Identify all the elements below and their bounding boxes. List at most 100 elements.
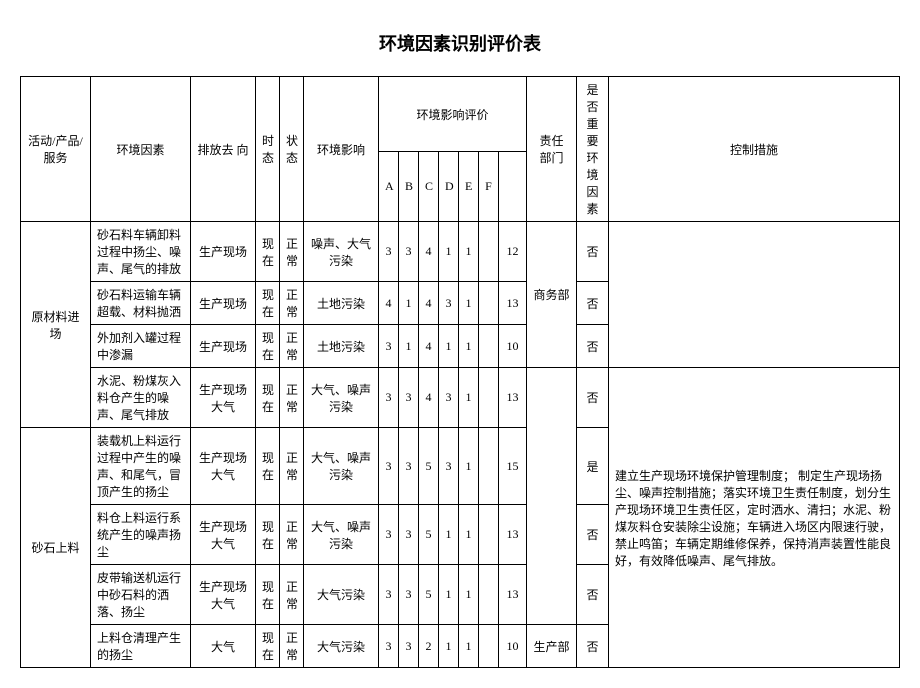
- measure-cell: 建立生产现场环境保护管理制度； 制定生产现场扬尘、噪声控制措施；落实环境卫生责任…: [609, 368, 900, 668]
- th-time: 时态: [256, 77, 280, 222]
- total-cell: 13: [499, 282, 527, 325]
- E-cell: 1: [459, 625, 479, 668]
- state-cell: 正常: [280, 625, 304, 668]
- th-impact: 环境影响: [304, 77, 379, 222]
- time-cell: 现在: [256, 222, 280, 282]
- state-cell: 正常: [280, 368, 304, 428]
- B-cell: 3: [399, 368, 419, 428]
- state-cell: 正常: [280, 222, 304, 282]
- impact-cell: 土地污染: [304, 282, 379, 325]
- total-cell: 13: [499, 565, 527, 625]
- major-cell: 否: [577, 368, 609, 428]
- dept-cell: 生产部: [527, 625, 577, 668]
- F-cell: [479, 325, 499, 368]
- B-cell: 3: [399, 222, 419, 282]
- factor-cell: 皮带输送机运行中砂石料的洒落、扬尘: [91, 565, 191, 625]
- total-cell: 13: [499, 368, 527, 428]
- major-cell: 否: [577, 625, 609, 668]
- th-A: A: [379, 152, 399, 222]
- impact-cell: 噪声、大气污染: [304, 222, 379, 282]
- th-state: 状态: [280, 77, 304, 222]
- F-cell: [479, 368, 499, 428]
- major-cell: 是: [577, 428, 609, 505]
- C-cell: 5: [419, 565, 439, 625]
- th-C: C: [419, 152, 439, 222]
- D-cell: 3: [439, 368, 459, 428]
- th-emit: 排放去 向: [191, 77, 256, 222]
- E-cell: 1: [459, 428, 479, 505]
- major-cell: 否: [577, 325, 609, 368]
- impact-cell: 大气污染: [304, 565, 379, 625]
- state-cell: 正常: [280, 428, 304, 505]
- total-cell: 10: [499, 625, 527, 668]
- state-cell: 正常: [280, 282, 304, 325]
- C-cell: 4: [419, 222, 439, 282]
- th-E: E: [459, 152, 479, 222]
- time-cell: 现在: [256, 368, 280, 428]
- time-cell: 现在: [256, 282, 280, 325]
- C-cell: 5: [419, 505, 439, 565]
- th-dept: 责任 部门: [527, 77, 577, 222]
- state-cell: 正常: [280, 505, 304, 565]
- A-cell: 3: [379, 565, 399, 625]
- A-cell: 3: [379, 222, 399, 282]
- D-cell: 3: [439, 282, 459, 325]
- A-cell: 3: [379, 625, 399, 668]
- F-cell: [479, 565, 499, 625]
- time-cell: 现在: [256, 505, 280, 565]
- factor-cell: 砂石料运输车辆超载、材料抛洒: [91, 282, 191, 325]
- emit-cell: 生产现场大气: [191, 565, 256, 625]
- A-cell: 3: [379, 505, 399, 565]
- E-cell: 1: [459, 565, 479, 625]
- total-cell: 12: [499, 222, 527, 282]
- impact-cell: 大气、噪声污染: [304, 368, 379, 428]
- time-cell: 现在: [256, 565, 280, 625]
- F-cell: [479, 428, 499, 505]
- E-cell: 1: [459, 282, 479, 325]
- A-cell: 3: [379, 428, 399, 505]
- D-cell: 1: [439, 325, 459, 368]
- A-cell: 4: [379, 282, 399, 325]
- factor-cell: 上料仓清理产生的扬尘: [91, 625, 191, 668]
- th-B: B: [399, 152, 419, 222]
- activity-cell: 砂石上料: [21, 428, 91, 668]
- total-cell: 10: [499, 325, 527, 368]
- B-cell: 3: [399, 505, 419, 565]
- state-cell: 正常: [280, 565, 304, 625]
- impact-cell: 土地污染: [304, 325, 379, 368]
- A-cell: 3: [379, 325, 399, 368]
- B-cell: 1: [399, 325, 419, 368]
- A-cell: 3: [379, 368, 399, 428]
- F-cell: [479, 282, 499, 325]
- emit-cell: 生产现场大气: [191, 428, 256, 505]
- th-major: 是否重要环境因素: [577, 77, 609, 222]
- D-cell: 1: [439, 565, 459, 625]
- factor-cell: 外加剂入罐过程中渗漏: [91, 325, 191, 368]
- activity-cell: 原材料进场: [21, 222, 91, 428]
- C-cell: 2: [419, 625, 439, 668]
- major-cell: 否: [577, 505, 609, 565]
- th-measure: 控制措施: [609, 77, 900, 222]
- F-cell: [479, 505, 499, 565]
- D-cell: 3: [439, 428, 459, 505]
- F-cell: [479, 625, 499, 668]
- emit-cell: 大气: [191, 625, 256, 668]
- emit-cell: 生产现场: [191, 222, 256, 282]
- C-cell: 5: [419, 428, 439, 505]
- factor-cell: 料仓上料运行系统产生的噪声扬 尘: [91, 505, 191, 565]
- time-cell: 现在: [256, 325, 280, 368]
- time-cell: 现在: [256, 625, 280, 668]
- th-D: D: [439, 152, 459, 222]
- B-cell: 3: [399, 565, 419, 625]
- th-factor: 环境因素: [91, 77, 191, 222]
- th-activity: 活动/产品/服务: [21, 77, 91, 222]
- E-cell: 1: [459, 325, 479, 368]
- E-cell: 1: [459, 368, 479, 428]
- th-F: F: [479, 152, 499, 222]
- B-cell: 3: [399, 625, 419, 668]
- total-cell: 13: [499, 505, 527, 565]
- impact-cell: 大气、噪声污染: [304, 428, 379, 505]
- major-cell: 否: [577, 565, 609, 625]
- major-cell: 否: [577, 222, 609, 282]
- th-blank: [499, 152, 527, 222]
